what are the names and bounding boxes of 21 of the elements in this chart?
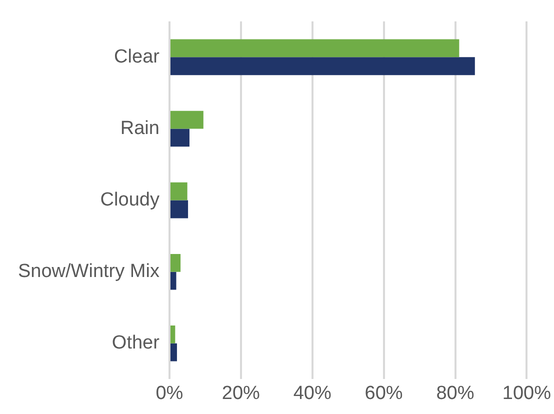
x-tick-label: 20% (222, 382, 260, 404)
bar (170, 326, 176, 344)
x-tick-label: 100% (502, 382, 552, 404)
bar (170, 343, 177, 362)
y-tick-label: Clear (114, 46, 160, 68)
x-tick-label: 40% (293, 382, 332, 404)
bar (170, 272, 176, 290)
x-tick-label: 0% (156, 382, 184, 404)
bar (170, 57, 475, 76)
y-tick-label: Snow/Wintry Mix (18, 261, 160, 282)
y-tick-label: Cloudy (100, 190, 160, 211)
bar (170, 182, 188, 200)
bar (170, 110, 204, 129)
x-tick-label: 80% (436, 382, 474, 404)
bar (170, 254, 181, 272)
y-tick-label: Rain (120, 118, 160, 139)
y-tick-label: Other (112, 332, 160, 354)
x-tick-label: 60% (364, 382, 403, 404)
bar (170, 200, 188, 218)
bar (170, 128, 190, 147)
bar (170, 39, 460, 58)
